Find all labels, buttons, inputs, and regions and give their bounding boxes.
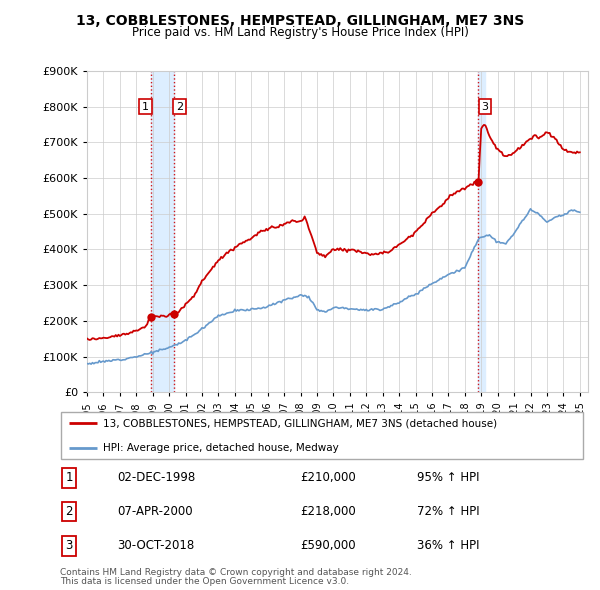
Text: 30-OCT-2018: 30-OCT-2018	[117, 539, 194, 552]
Text: 02-DEC-1998: 02-DEC-1998	[117, 471, 195, 484]
Text: Contains HM Land Registry data © Crown copyright and database right 2024.: Contains HM Land Registry data © Crown c…	[60, 568, 412, 577]
Text: This data is licensed under the Open Government Licence v3.0.: This data is licensed under the Open Gov…	[60, 576, 349, 586]
Bar	[478, 71, 485, 392]
Text: 07-APR-2000: 07-APR-2000	[117, 505, 193, 518]
Text: £590,000: £590,000	[300, 539, 356, 552]
Text: 2: 2	[65, 505, 73, 518]
Text: 2: 2	[176, 101, 183, 112]
Bar	[151, 71, 173, 392]
Text: 3: 3	[65, 539, 73, 552]
Text: 3: 3	[482, 101, 488, 112]
Text: Price paid vs. HM Land Registry's House Price Index (HPI): Price paid vs. HM Land Registry's House …	[131, 26, 469, 39]
Text: 13, COBBLESTONES, HEMPSTEAD, GILLINGHAM, ME7 3NS (detached house): 13, COBBLESTONES, HEMPSTEAD, GILLINGHAM,…	[103, 418, 497, 428]
Text: £210,000: £210,000	[300, 471, 356, 484]
Text: 13, COBBLESTONES, HEMPSTEAD, GILLINGHAM, ME7 3NS: 13, COBBLESTONES, HEMPSTEAD, GILLINGHAM,…	[76, 14, 524, 28]
Text: 1: 1	[65, 471, 73, 484]
Text: 1: 1	[142, 101, 149, 112]
Text: 72% ↑ HPI: 72% ↑ HPI	[417, 505, 479, 518]
Text: 36% ↑ HPI: 36% ↑ HPI	[417, 539, 479, 552]
Text: £218,000: £218,000	[300, 505, 356, 518]
FancyBboxPatch shape	[61, 412, 583, 459]
Text: 95% ↑ HPI: 95% ↑ HPI	[417, 471, 479, 484]
Text: HPI: Average price, detached house, Medway: HPI: Average price, detached house, Medw…	[103, 444, 339, 453]
